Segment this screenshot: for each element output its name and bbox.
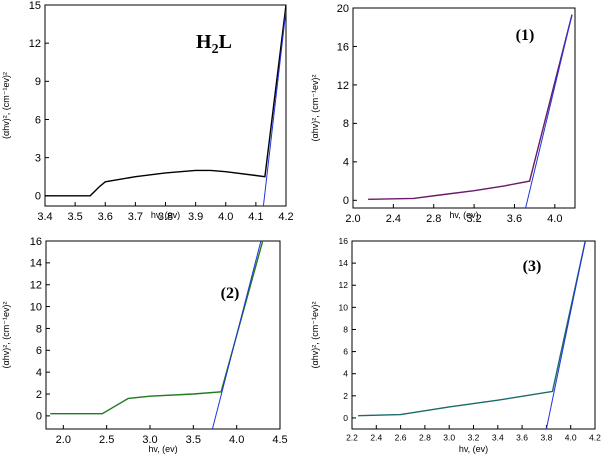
x-tick-label: 2.2 [346, 433, 358, 443]
x-tick-label: 3.7 [128, 211, 143, 223]
x-tick-label: 3.6 [507, 213, 522, 225]
y-tick-label: 0 [35, 191, 41, 203]
x-tick-label: 3.6 [516, 433, 528, 443]
x-tick-label: 3.5 [186, 434, 201, 446]
y-tick-label: 16 [337, 41, 349, 53]
panel-1: 2.0 2.4 2.8 3.2 3.6 4.0 0 4 8 12 16 20 hv, (ev) (αhv)… [310, 3, 576, 225]
y-tick-label: 10 [339, 302, 349, 312]
y-tick-label: 10 [30, 301, 42, 313]
x-tick-label: 3.0 [443, 433, 455, 443]
y-axis-label: (αhv)², (cm⁻¹ev)² [310, 302, 320, 369]
data-series-line [368, 14, 573, 200]
fit-line [262, 10, 286, 206]
x-tick-label: 4.0 [547, 213, 562, 225]
x-tick-label: 4.2 [278, 211, 293, 223]
x-axis-label: hv, (ev) [151, 210, 180, 220]
y-axis-label: (αhv)², (cm⁻¹ev)² [310, 75, 320, 142]
x-tick-label: 2.0 [56, 434, 71, 446]
data-series-line [50, 241, 264, 415]
y-axis-label: (αhv)², (cm⁻¹ev)² [1, 302, 11, 369]
panel-2: 2.0 2.5 3.0 3.5 4.0 4.5 0 2 4 6 8 10 12 14 16 hv, (ev) (… [1, 236, 288, 454]
y-tick-label: 6 [343, 347, 348, 357]
x-tick-label: 3.9 [188, 211, 203, 223]
y-tick-label: 0 [343, 413, 348, 423]
panel-annotation: (1) [516, 27, 535, 44]
y-tick-label: 0 [36, 411, 42, 423]
y-tick-label: 16 [30, 236, 42, 248]
x-tick-label: 3.0 [142, 434, 157, 446]
x-tick-label: 3.5 [67, 211, 82, 223]
x-tick-label: 4.1 [248, 211, 263, 223]
y-tick-label: 8 [343, 118, 349, 130]
x-tick-label: 3.2 [466, 213, 481, 225]
y-tick-label: 20 [337, 3, 349, 15]
panel-h2l: 3.4 3.5 3.6 3.7 3.8 3.9 4.0 4.1 4.2 0 3 6 9 12 15 hv, (… [1, 0, 294, 223]
x-tick-label: 3.4 [37, 211, 52, 223]
x-tick-label: 3.2 [468, 433, 480, 443]
y-tick-label: 12 [339, 280, 349, 290]
x-tick-label: 3.4 [492, 433, 504, 443]
x-tick-label: 3.8 [540, 433, 552, 443]
x-tick-label: 2.6 [395, 433, 407, 443]
y-tick-label: 12 [29, 38, 41, 50]
panel-3: 2.2 2.4 2.6 2.8 3.0 3.2 3.4 3.6 3.8 4.0 4.2 0 2 4 6 8 10… [310, 236, 601, 454]
y-tick-label: 15 [29, 0, 41, 12]
y-tick-label: 0 [343, 195, 349, 207]
x-tick-label: 3.6 [98, 211, 113, 223]
y-tick-label: 6 [35, 114, 41, 126]
y-tick-label: 2 [343, 391, 348, 401]
data-series-line [45, 5, 286, 197]
panel-annotation: (3) [523, 258, 542, 275]
x-tick-label: 4.2 [589, 433, 601, 443]
x-tick-label: 2.0 [345, 213, 360, 225]
x-axis-label: hv, (ev) [449, 210, 478, 220]
x-tick-label: 2.5 [99, 434, 114, 446]
x-axis-label: hv, (ev) [148, 444, 177, 454]
plot-frame [351, 240, 596, 430]
y-tick-label: 14 [339, 258, 349, 268]
y-tick-label: 12 [337, 80, 349, 92]
plot-frame [44, 4, 287, 207]
y-tick-label: 4 [343, 369, 348, 379]
x-tick-label: 2.4 [370, 433, 382, 443]
x-tick-label: 2.8 [426, 213, 441, 225]
y-tick-label: 4 [343, 157, 349, 169]
y-tick-label: 8 [343, 324, 348, 334]
fit-line [211, 241, 262, 429]
y-tick-label: 3 [35, 153, 41, 165]
plot-frame [45, 240, 281, 430]
y-tick-label: 8 [36, 323, 42, 335]
fit-line [525, 14, 573, 208]
y-tick-label: 6 [36, 345, 42, 357]
y-tick-label: 9 [35, 76, 41, 88]
x-tick-label: 3.8 [158, 211, 173, 223]
x-axis-label: hv, (ev) [459, 444, 488, 454]
y-tick-label: 12 [30, 280, 42, 292]
y-axis-label: (αhv)², (cm⁻¹ev)² [1, 72, 11, 139]
panel-annotation: H2L [196, 31, 232, 57]
x-tick-label: 4.0 [229, 434, 244, 446]
x-tick-label: 4.0 [565, 433, 577, 443]
fit-line [545, 241, 586, 429]
y-tick-label: 16 [339, 236, 349, 246]
x-tick-label: 4.5 [272, 434, 287, 446]
y-tick-label: 4 [36, 367, 42, 379]
x-tick-label: 4.0 [218, 211, 233, 223]
x-tick-label: 2.8 [419, 433, 431, 443]
panel-annotation: (2) [221, 285, 240, 302]
data-series-line [358, 241, 586, 417]
x-tick-label: 2.4 [386, 213, 401, 225]
y-tick-label: 14 [30, 258, 42, 270]
y-tick-label: 2 [36, 389, 42, 401]
plot-frame [352, 7, 576, 209]
